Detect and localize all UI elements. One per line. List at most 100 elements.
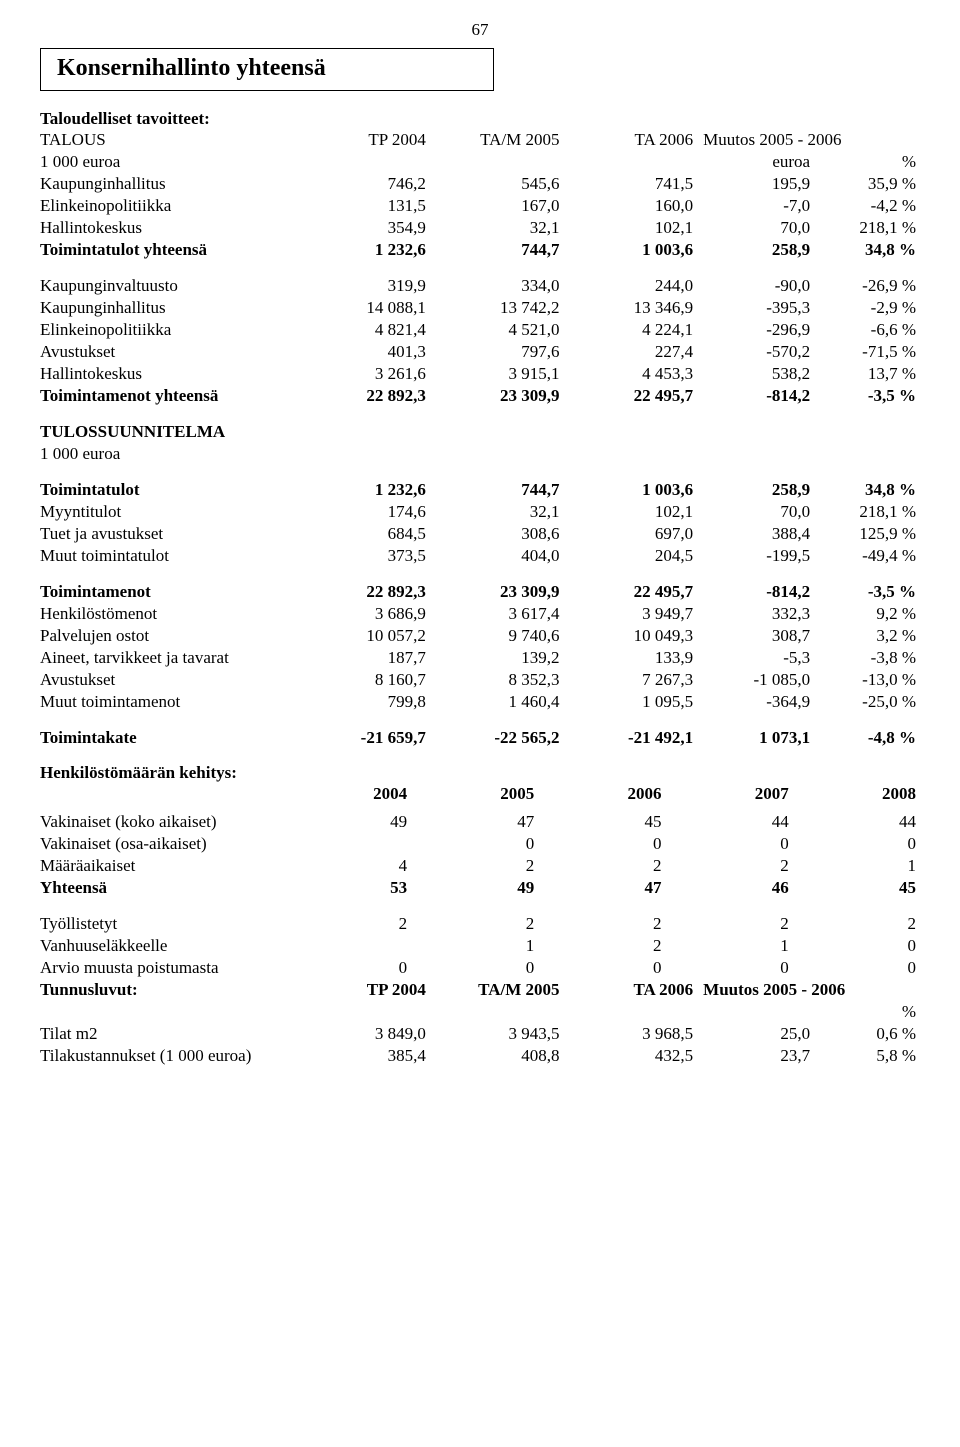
cell: 0	[666, 833, 793, 855]
cell: 2	[538, 913, 665, 935]
toimintakate-row: Toimintakate -21 659,7 -22 565,2 -21 492…	[40, 727, 920, 749]
cell	[284, 935, 411, 957]
cell: 167,0	[430, 195, 564, 217]
cell: 3 968,5	[564, 1023, 698, 1045]
table-row: Työllistetyt22222	[40, 913, 920, 935]
cell: 2	[284, 913, 411, 935]
cell: 139,2	[430, 647, 564, 669]
cell: 538,2	[697, 363, 814, 385]
table-row: Henkilöstömenot3 686,93 617,43 949,7332,…	[40, 603, 920, 625]
cell: 1	[666, 935, 793, 957]
cell: -3,5 %	[814, 385, 920, 407]
row-label: Arvio muusta poistumasta	[40, 957, 284, 979]
cell: 133,9	[564, 647, 698, 669]
table-row: Vakinaiset (osa-aikaiset)0000	[40, 833, 920, 855]
cell: 32,1	[430, 217, 564, 239]
cell: 1 232,6	[296, 239, 430, 261]
cell: 13 346,9	[564, 297, 698, 319]
row-label: Tuet ja avustukset	[40, 523, 296, 545]
cell: 2	[411, 855, 538, 877]
cell: 8 160,7	[296, 669, 430, 691]
table-row: Muut toimintatulot373,5404,0204,5-199,5-…	[40, 545, 920, 567]
cell: 34,8 %	[814, 479, 920, 501]
toimintatulot-row: Toimintatulot 1 232,6 744,7 1 003,6 258,…	[40, 479, 920, 501]
cell: -296,9	[697, 319, 814, 341]
cell: 3 943,5	[430, 1023, 564, 1045]
cell: 102,1	[564, 217, 698, 239]
cell: 44	[793, 811, 920, 833]
cell: 22 892,3	[296, 385, 430, 407]
cell: 218,1 %	[814, 217, 920, 239]
cell: 70,0	[697, 217, 814, 239]
cell: 160,0	[564, 195, 698, 217]
cell: 0	[538, 957, 665, 979]
cell: 23 309,9	[430, 581, 564, 603]
cell: 227,4	[564, 341, 698, 363]
table-row: Elinkeinopolitiikka131,5167,0160,0-7,0-4…	[40, 195, 920, 217]
cell: 53	[284, 877, 411, 899]
table-row: Kaupunginhallitus14 088,113 742,213 346,…	[40, 297, 920, 319]
cell: 2005	[411, 783, 538, 805]
cell: 797,6	[430, 341, 564, 363]
cell: 70,0	[697, 501, 814, 523]
row-label: Elinkeinopolitiikka	[40, 195, 296, 217]
cell: -49,4 %	[814, 545, 920, 567]
cell: 1 095,5	[564, 691, 698, 713]
page-title: Konsernihallinto yhteensä	[57, 55, 326, 81]
cell: 2007	[666, 783, 793, 805]
table-row: Palvelujen ostot10 057,29 740,610 049,33…	[40, 625, 920, 647]
cell: 2004	[284, 783, 411, 805]
cell: 23,7	[697, 1045, 814, 1067]
cell: -90,0	[697, 275, 814, 297]
cell: 1 000 euroa	[40, 443, 920, 465]
cell: 8 352,3	[430, 669, 564, 691]
table-row: Avustukset401,3797,6227,4-570,2-71,5 %	[40, 341, 920, 363]
row-label: Hallintokeskus	[40, 363, 296, 385]
table-row: Kaupunginhallitus746,2545,6741,5195,935,…	[40, 173, 920, 195]
cell: 4	[284, 855, 411, 877]
cell: 334,0	[430, 275, 564, 297]
cell: 545,6	[430, 173, 564, 195]
cell: Toimintatulot yhteensä	[40, 239, 296, 261]
cell: 746,2	[296, 173, 430, 195]
cell: TA 2006	[564, 979, 698, 1001]
cell: 0	[284, 957, 411, 979]
cell: 218,1 %	[814, 501, 920, 523]
cell: 319,9	[296, 275, 430, 297]
cell: TP 2004	[296, 979, 430, 1001]
table-row: Tilat m23 849,03 943,53 968,525,00,6 %	[40, 1023, 920, 1045]
cell: 195,9	[697, 173, 814, 195]
cell: 45	[538, 811, 665, 833]
cell: 7 267,3	[564, 669, 698, 691]
cell: -395,3	[697, 297, 814, 319]
cell: 432,5	[564, 1045, 698, 1067]
cell: 1 460,4	[430, 691, 564, 713]
cell: 204,5	[564, 545, 698, 567]
table-row: Kaupunginvaltuusto319,9334,0244,0-90,0-2…	[40, 275, 920, 297]
table-row: Vanhuuseläkkeelle1210	[40, 935, 920, 957]
col-muutos: Muutos 2005 - 2006	[697, 129, 920, 151]
talous-heading: Taloudelliset tavoitteet:	[40, 109, 920, 129]
cell: -21 659,7	[296, 727, 430, 749]
cell: 258,9	[697, 479, 814, 501]
row-label: Vakinaiset (koko aikaiset)	[40, 811, 284, 833]
cell: 25,0	[697, 1023, 814, 1045]
cell: -570,2	[697, 341, 814, 363]
cell: 23 309,9	[430, 385, 564, 407]
cell: 9 740,6	[430, 625, 564, 647]
cell: 14 088,1	[296, 297, 430, 319]
row-label: Tilakustannukset (1 000 euroa)	[40, 1045, 296, 1067]
cell: -199,5	[697, 545, 814, 567]
hk-total-row: Yhteensä 53 49 47 46 45	[40, 877, 920, 899]
table-row: Tilakustannukset (1 000 euroa)385,4408,8…	[40, 1045, 920, 1067]
subrow-pct: %	[814, 151, 920, 173]
cell: 13,7 %	[814, 363, 920, 385]
cell: Muutos 2005 - 2006	[697, 979, 920, 1001]
cell: 102,1	[564, 501, 698, 523]
title-box: Konsernihallinto yhteensä	[40, 48, 494, 91]
row-label: Muut toimintatulot	[40, 545, 296, 567]
cell: Yhteensä	[40, 877, 284, 899]
col-tp2004: TP 2004	[296, 129, 430, 151]
cell: TA/M 2005	[430, 979, 564, 1001]
table-row: Hallintokeskus3 261,63 915,14 453,3538,2…	[40, 363, 920, 385]
